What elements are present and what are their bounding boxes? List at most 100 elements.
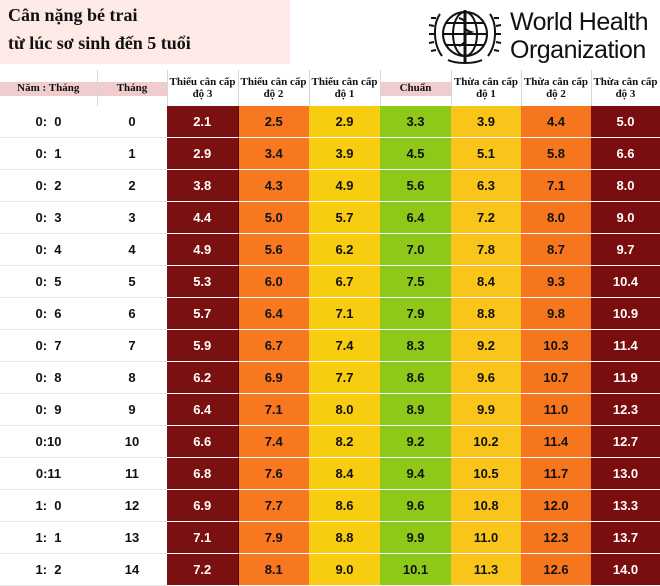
weight-cell: 9.9: [380, 521, 451, 554]
title-line-1: Cân nặng bé trai: [8, 5, 138, 25]
weight-cell: 6.0: [238, 265, 309, 298]
age-cell: 0: 8: [0, 361, 97, 394]
weight-cell: 8.0: [521, 201, 591, 234]
weight-cell: 13.0: [591, 457, 660, 490]
weight-cell: 8.7: [521, 233, 591, 266]
age-cell: 0:11: [0, 457, 97, 490]
month-cell: 8: [97, 361, 167, 394]
weight-cell: 11.0: [451, 521, 521, 554]
month-cell: 14: [97, 553, 167, 586]
weight-cell: 9.6: [380, 489, 451, 522]
weight-cell: 8.8: [309, 521, 380, 554]
who-name-line-1: World Health: [510, 8, 649, 36]
weight-cell: 7.1: [167, 521, 239, 554]
weight-cell: 6.4: [238, 297, 309, 330]
weight-cell: 11.3: [451, 553, 521, 586]
weight-cell: 9.6: [451, 361, 521, 394]
weight-cell: 9.8: [521, 297, 591, 330]
table-row: 1: 2 14 7.2 8.1 9.0 10.1 11.3 12.6 14.0: [0, 553, 660, 586]
weight-cell: 12.3: [521, 521, 591, 554]
age-cell: 0: 6: [0, 297, 97, 330]
age-cell: 1: 0: [0, 489, 97, 522]
age-cell: 0: 0: [0, 106, 97, 138]
age-cell: 1: 1: [0, 521, 97, 554]
table-row: 0:11 11 6.8 7.6 8.4 9.4 10.5 11.7 13.0: [0, 457, 660, 490]
table-row: 0: 2 2 3.8 4.3 4.9 5.6 6.3 7.1 8.0: [0, 169, 660, 202]
weight-cell: 9.3: [521, 265, 591, 298]
age-cell: 0: 4: [0, 233, 97, 266]
weight-cell: 7.1: [309, 297, 380, 330]
weight-cell: 5.1: [451, 137, 521, 170]
weight-cell: 3.8: [167, 169, 239, 202]
weight-cell: 6.9: [167, 489, 239, 522]
table-header-row: Năm : Tháng Tháng Thiếu cân cấp độ 3 Thi…: [0, 70, 660, 106]
weight-cell: 7.8: [451, 233, 521, 266]
weight-cell: 6.2: [167, 361, 239, 394]
weight-cell: 4.9: [309, 169, 380, 202]
weight-cell: 8.1: [238, 553, 309, 586]
weight-cell: 7.7: [238, 489, 309, 522]
weight-cell: 11.4: [591, 329, 660, 362]
month-cell: 5: [97, 265, 167, 298]
weight-cell: 5.7: [167, 297, 239, 330]
month-cell: 7: [97, 329, 167, 362]
weight-cell: 11.0: [521, 393, 591, 426]
weight-cell: 9.9: [451, 393, 521, 426]
age-cell: 0: 5: [0, 265, 97, 298]
table-row: 0: 9 9 6.4 7.1 8.0 8.9 9.9 11.0 12.3: [0, 393, 660, 426]
weight-cell: 6.4: [380, 201, 451, 234]
weight-cell: 4.5: [380, 137, 451, 170]
age-cell: 1: 2: [0, 553, 97, 586]
weight-cell: 14.0: [591, 553, 660, 586]
month-cell: 4: [97, 233, 167, 266]
weight-cell: 8.8: [451, 297, 521, 330]
weight-cell: 9.0: [309, 553, 380, 586]
weight-cell: 9.0: [591, 201, 660, 234]
weight-cell: 6.7: [309, 265, 380, 298]
weight-cell: 9.4: [380, 457, 451, 490]
weight-cell: 7.9: [238, 521, 309, 554]
weight-cell: 9.2: [451, 329, 521, 362]
who-emblem-icon: [428, 10, 502, 64]
weight-cell: 7.5: [380, 265, 451, 298]
weight-cell: 10.2: [451, 425, 521, 458]
weight-cell: 6.7: [238, 329, 309, 362]
table-row: 0: 8 8 6.2 6.9 7.7 8.6 9.6 10.7 11.9: [0, 361, 660, 394]
month-cell: 1: [97, 137, 167, 170]
table-row: 0:10 10 6.6 7.4 8.2 9.2 10.2 11.4 12.7: [0, 425, 660, 458]
weight-cell: 2.5: [238, 106, 309, 138]
month-cell: 10: [97, 425, 167, 458]
weight-cell: 8.3: [380, 329, 451, 362]
age-cell: 0: 7: [0, 329, 97, 362]
weight-cell: 7.2: [451, 201, 521, 234]
header-overweight-1: Thừa cân cấp độ 1: [451, 70, 522, 106]
weight-cell: 12.6: [521, 553, 591, 586]
weight-cell: 5.9: [167, 329, 239, 362]
weight-cell: 10.9: [591, 297, 660, 330]
age-cell: 0:10: [0, 425, 97, 458]
table-row: 0: 7 7 5.9 6.7 7.4 8.3 9.2 10.3 11.4: [0, 329, 660, 362]
weight-cell: 12.3: [591, 393, 660, 426]
age-cell: 0: 3: [0, 201, 97, 234]
table-row: 0: 6 6 5.7 6.4 7.1 7.9 8.8 9.8 10.9: [0, 297, 660, 330]
weight-cell: 6.8: [167, 457, 239, 490]
who-logo: World Health Organization: [428, 2, 660, 68]
weight-cell: 8.4: [451, 265, 521, 298]
weight-cell: 7.7: [309, 361, 380, 394]
weight-cell: 11.7: [521, 457, 591, 490]
table-row: 0: 5 5 5.3 6.0 6.7 7.5 8.4 9.3 10.4: [0, 265, 660, 298]
weight-cell: 12.7: [591, 425, 660, 458]
header-age: Năm : Tháng: [0, 70, 98, 106]
weight-cell: 5.6: [380, 169, 451, 202]
weight-cell: 6.2: [309, 233, 380, 266]
table-row: 1: 0 12 6.9 7.7 8.6 9.6 10.8 12.0 13.3: [0, 489, 660, 522]
table-row: 0: 3 3 4.4 5.0 5.7 6.4 7.2 8.0 9.0: [0, 201, 660, 234]
weight-cell: 7.4: [238, 425, 309, 458]
header-overweight-2: Thừa cân cấp độ 2: [521, 70, 592, 106]
weight-cell: 3.4: [238, 137, 309, 170]
age-cell: 0: 2: [0, 169, 97, 202]
weight-cell: 8.2: [309, 425, 380, 458]
table-row: 1: 1 13 7.1 7.9 8.8 9.9 11.0 12.3 13.7: [0, 521, 660, 554]
weight-cell: 7.9: [380, 297, 451, 330]
weight-cell: 11.9: [591, 361, 660, 394]
